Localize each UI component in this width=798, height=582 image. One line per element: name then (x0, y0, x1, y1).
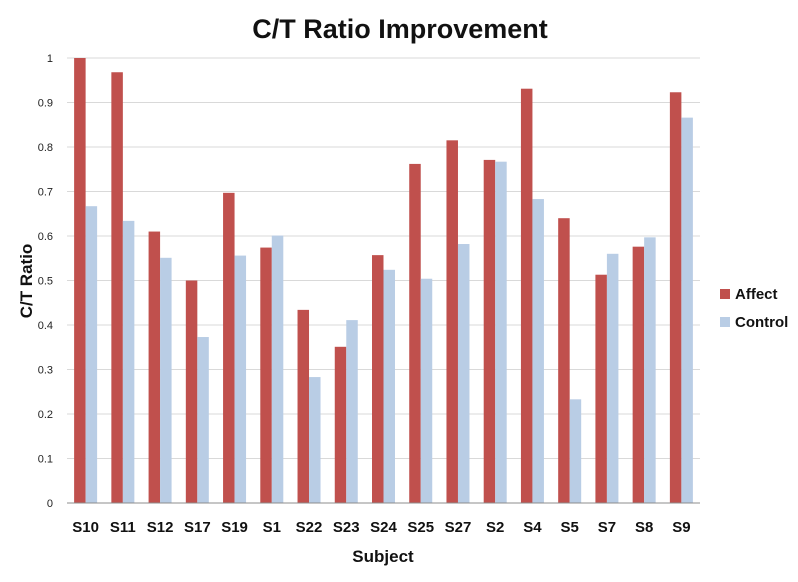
bar-affect-s9 (669, 92, 682, 503)
bar-control-s22 (309, 377, 321, 503)
bar-affect-s19 (223, 192, 235, 503)
legend: Affect Control (720, 286, 788, 331)
x-tick-label: S17 (184, 519, 211, 536)
bar-affect-s17 (185, 280, 198, 503)
x-tick-label: S22 (296, 519, 323, 536)
bar-control-s27 (457, 244, 470, 503)
bar-control-s17 (197, 337, 209, 503)
x-tick-label: S8 (635, 519, 653, 536)
bar-control-s10 (85, 206, 98, 503)
x-tick-label: S12 (147, 519, 174, 536)
x-tick-label: S2 (486, 519, 504, 536)
y-tick-label: 0.9 (38, 98, 53, 110)
x-tick-label: S23 (333, 519, 360, 536)
x-tick-label: S11 (110, 519, 136, 536)
x-tick-label: S25 (407, 519, 434, 536)
bar-control-s4 (532, 199, 544, 503)
bar-affect-s11 (111, 72, 123, 504)
bar-affect-s27 (446, 140, 458, 503)
bar-affect-s1 (260, 247, 272, 503)
bar-control-s9 (681, 117, 693, 503)
bar-control-s1 (271, 235, 284, 503)
legend-label-control: Control (735, 314, 788, 331)
bar-control-s24 (383, 269, 395, 503)
bar-control-s2 (495, 161, 507, 503)
bar-control-s12 (160, 257, 172, 503)
bar-affect-s24 (372, 255, 384, 503)
x-tick-label: S9 (672, 519, 690, 536)
legend-swatch-affect (720, 289, 730, 299)
y-tick-label: 0.2 (38, 409, 53, 421)
y-tick-label: 0.5 (38, 276, 53, 288)
x-axis-title: Subject (352, 547, 414, 566)
bar-affect-s8 (632, 246, 645, 503)
legend-swatch-control (720, 317, 730, 327)
bar-control-s7 (606, 253, 619, 503)
bar-affect-s10 (74, 58, 86, 503)
x-tick-label: S27 (445, 519, 472, 536)
x-tick-label: S7 (598, 519, 616, 536)
bar-affect-s7 (595, 274, 607, 503)
bar-control-s8 (644, 237, 656, 503)
bar-control-s11 (122, 220, 135, 503)
bar-affect-s23 (334, 346, 347, 503)
y-tick-label: 0 (47, 498, 53, 510)
bar-affect-s5 (558, 218, 570, 503)
bar-affect-s12 (148, 231, 161, 504)
y-tick-label: 0.8 (38, 142, 53, 154)
bar-control-s5 (569, 399, 582, 503)
y-tick-label: 1 (47, 53, 53, 65)
bars (74, 58, 693, 504)
chart-title: C/T Ratio Improvement (252, 14, 548, 44)
x-tick-label: S5 (560, 519, 578, 536)
x-tick-label: S19 (221, 519, 248, 536)
x-tick-labels: S10 S11 S12 S17 S19 S1 S22 S23 S24 S25 S27 S2 S4 S5 S7… (72, 519, 690, 536)
x-tick-label: S4 (523, 519, 542, 536)
bar-affect-s25 (409, 163, 421, 503)
bar-affect-s2 (483, 159, 496, 503)
y-tick-label: 0.3 (38, 365, 53, 377)
y-tick-labels: 0 0.1 0.2 0.3 0.4 0.5 0.6 0.7 0.8 0.9 1 (38, 53, 53, 510)
legend-label-affect: Affect (735, 286, 778, 303)
bar-affect-s22 (297, 309, 310, 503)
bar-control-s23 (346, 320, 358, 503)
bar-control-s19 (234, 255, 247, 503)
bar-affect-s4 (520, 88, 533, 503)
x-tick-label: S1 (263, 519, 281, 536)
x-tick-label: S10 (72, 519, 99, 536)
y-tick-label: 0.7 (38, 187, 53, 199)
x-tick-label: S24 (370, 519, 397, 536)
y-axis-title: C/T Ratio (17, 244, 36, 319)
bar-control-s25 (420, 278, 433, 503)
y-tick-label: 0.1 (38, 454, 53, 466)
y-tick-label: 0.6 (38, 231, 53, 243)
y-tick-label: 0.4 (38, 320, 53, 332)
